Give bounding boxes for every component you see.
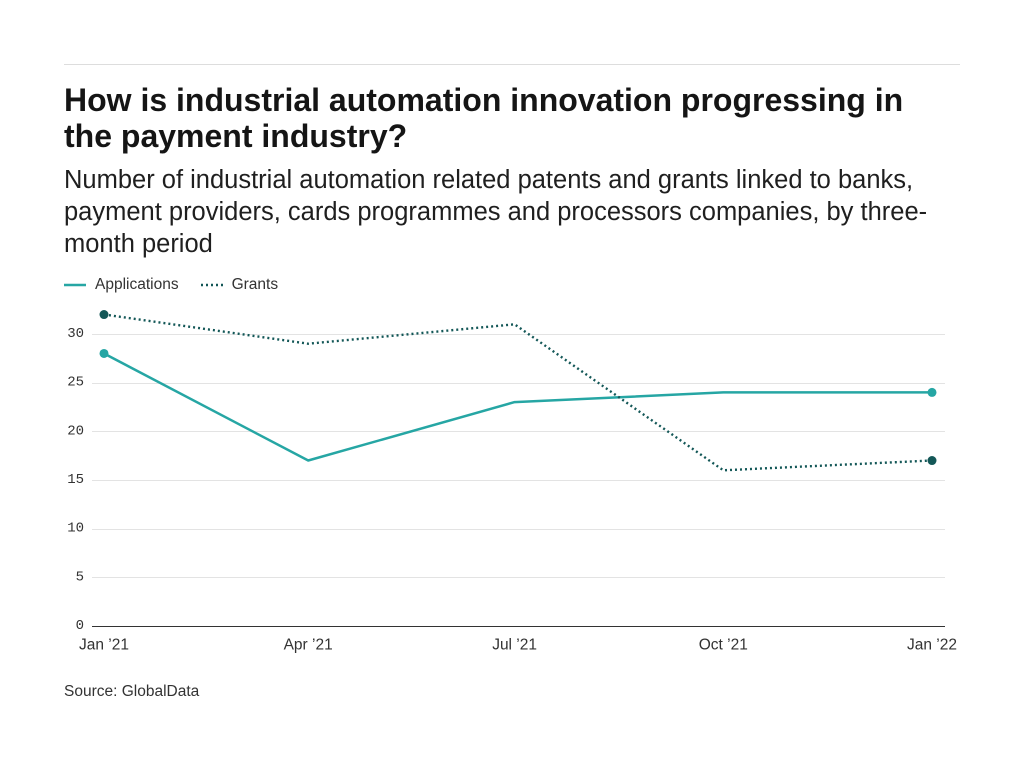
y-tick-label-15: 15: [67, 472, 84, 488]
legend-swatch-grants: [200, 283, 223, 287]
y-tick-label-10: 10: [67, 521, 84, 537]
data-point-grants-jan-22: [927, 456, 937, 466]
top-divider: [64, 64, 960, 65]
source-note: Source: GlobalData: [64, 683, 200, 700]
chart-subtitle: Number of industrial automation related …: [64, 166, 928, 258]
y-tick-label-0: 0: [76, 618, 84, 634]
gridlines: [92, 334, 945, 627]
legend-label-grants: Grants: [231, 276, 279, 293]
data-point-applications-jan-21: [99, 348, 109, 358]
x-tick-label-oct-21: Oct ’21: [699, 637, 748, 654]
legend-swatch-applications: [64, 283, 86, 287]
x-axis-tick-labels: Jan ’21 Apr ’21 Jul ’21 Oct ’21 Jan ’22: [79, 637, 957, 654]
data-point-applications-jan-22: [927, 387, 937, 397]
legend-item-applications: Applications: [64, 275, 179, 295]
series-line-applications: [103, 352, 932, 462]
x-tick-label-jan-22: Jan ’22: [907, 637, 957, 654]
x-tick-label-jul-21: Jul ’21: [492, 637, 537, 654]
series-layer: [99, 310, 937, 472]
x-tick-label-jan-21: Jan ’21: [79, 637, 129, 654]
chart-title: How is industrial automation innovation …: [64, 82, 904, 154]
line-chart: 0 5 10 15 20 25 30 Jan ’21 Apr ’21 Jul ’21 Oct ’2…: [67, 310, 957, 654]
y-tick-label-25: 25: [67, 375, 84, 391]
legend-item-grants: Grants: [200, 275, 279, 295]
x-tick-label-apr-21: Apr ’21: [284, 637, 333, 654]
legend: Applications Grants: [64, 275, 300, 295]
y-axis-tick-labels: 0 5 10 15 20 25 30: [67, 326, 84, 634]
y-tick-label-20: 20: [67, 423, 84, 439]
legend-label-applications: Applications: [95, 276, 179, 293]
data-point-grants-jan-21: [99, 310, 109, 320]
y-tick-label-5: 5: [76, 569, 84, 585]
y-tick-label-30: 30: [67, 326, 84, 342]
